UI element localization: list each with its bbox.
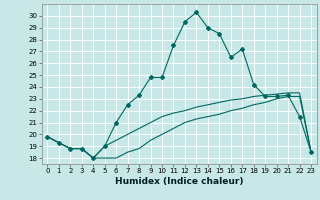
X-axis label: Humidex (Indice chaleur): Humidex (Indice chaleur): [115, 177, 244, 186]
